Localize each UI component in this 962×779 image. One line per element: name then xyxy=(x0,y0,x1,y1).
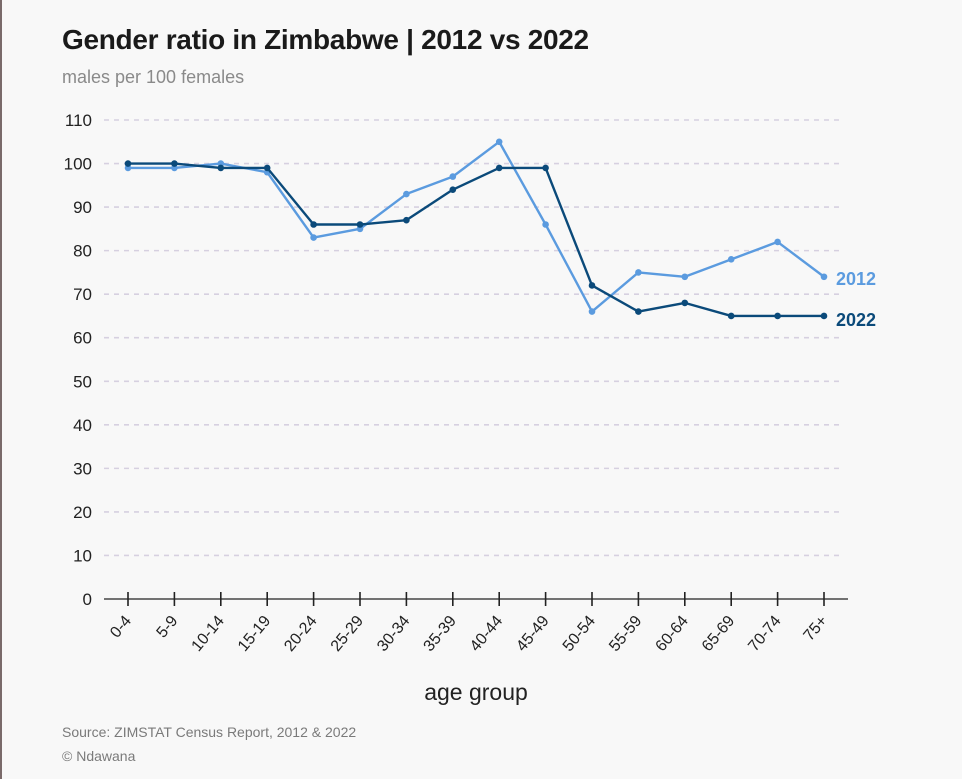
data-point-2012 xyxy=(727,256,735,263)
x-tick-label: 35-39 xyxy=(421,613,460,655)
series-lines: 2012 2022 xyxy=(124,138,876,330)
x-tick-label: 10-14 xyxy=(189,613,228,655)
x-tick-label: 15-19 xyxy=(235,613,274,655)
x-tick-label: 20-24 xyxy=(281,613,320,655)
x-tick-label: 25-29 xyxy=(328,613,367,655)
x-axis: 0-4 5-9 10-14 15-19 20-24 25-29 30-34 35-39 40-4… xyxy=(104,592,848,655)
data-point-2012 xyxy=(310,234,317,241)
data-point-2022 xyxy=(542,164,549,172)
data-point-2022 xyxy=(681,299,689,307)
x-tick-label: 60-64 xyxy=(653,613,692,655)
data-point-2022 xyxy=(588,282,596,289)
data-point-2022 xyxy=(124,160,132,167)
x-tick-label: 50-54 xyxy=(560,613,599,655)
chart-title: Gender ratio in Zimbabwe | 2012 vs 2022 xyxy=(62,24,589,55)
y-tick-label: 30 xyxy=(73,459,92,478)
grid-lines xyxy=(104,119,844,557)
x-tick-label: 5-9 xyxy=(154,613,182,642)
series-line-2022 xyxy=(128,162,824,318)
source-note: Source: ZIMSTAT Census Report, 2012 & 20… xyxy=(62,724,357,740)
left-border xyxy=(0,0,2,779)
y-tick-label: 50 xyxy=(73,372,92,391)
y-tick-label: 70 xyxy=(73,285,92,304)
y-tick-label: 90 xyxy=(73,198,92,217)
x-axis-label: age group xyxy=(424,679,528,705)
x-tick-label: 55-59 xyxy=(606,613,645,655)
y-tick-label: 20 xyxy=(73,503,92,522)
data-point-2012 xyxy=(588,308,596,315)
y-tick-label: 10 xyxy=(73,546,92,565)
data-point-2022 xyxy=(495,164,503,172)
data-point-2012 xyxy=(403,190,410,198)
y-tick-label: 40 xyxy=(73,416,92,435)
y-axis-ticks: 0 10 20 30 40 50 60 70 80 90 100 110 xyxy=(64,111,92,609)
y-tick-label: 0 xyxy=(83,590,92,609)
x-tick-label: 65-69 xyxy=(699,613,738,655)
data-point-2022 xyxy=(635,308,642,315)
data-point-2022 xyxy=(727,312,735,320)
data-point-2012 xyxy=(635,269,642,276)
data-point-2022 xyxy=(774,312,781,320)
data-point-2022 xyxy=(263,164,271,172)
series-label-2022: 2022 xyxy=(836,310,876,330)
data-point-2012 xyxy=(774,238,781,246)
chart-subtitle: males per 100 females xyxy=(62,67,245,87)
data-point-2022 xyxy=(820,312,828,320)
series-label-2012: 2012 xyxy=(836,269,876,289)
data-point-2022 xyxy=(356,221,364,228)
x-tick-label: 75+ xyxy=(801,613,831,645)
y-tick-label: 110 xyxy=(65,111,92,130)
x-tick-label: 0-4 xyxy=(107,613,135,642)
x-tick-label: 70-74 xyxy=(745,613,784,655)
credit-note: © Ndawana xyxy=(62,748,136,764)
data-point-2012 xyxy=(449,173,457,180)
y-tick-label: 100 xyxy=(64,155,92,174)
x-tick-label: 45-49 xyxy=(513,613,552,655)
data-point-2022 xyxy=(217,164,225,172)
data-point-2012 xyxy=(542,221,549,228)
x-tick-label: 40-44 xyxy=(467,613,506,655)
x-tick-label: 30-34 xyxy=(374,613,413,655)
data-point-2012 xyxy=(820,273,828,281)
data-point-2022 xyxy=(403,216,410,224)
y-tick-label: 60 xyxy=(73,329,92,348)
y-tick-label: 80 xyxy=(73,242,92,261)
data-point-2012 xyxy=(495,138,503,146)
data-point-2012 xyxy=(681,273,689,281)
data-point-2022 xyxy=(449,186,457,193)
data-point-2022 xyxy=(171,160,178,167)
data-point-2022 xyxy=(310,221,317,228)
